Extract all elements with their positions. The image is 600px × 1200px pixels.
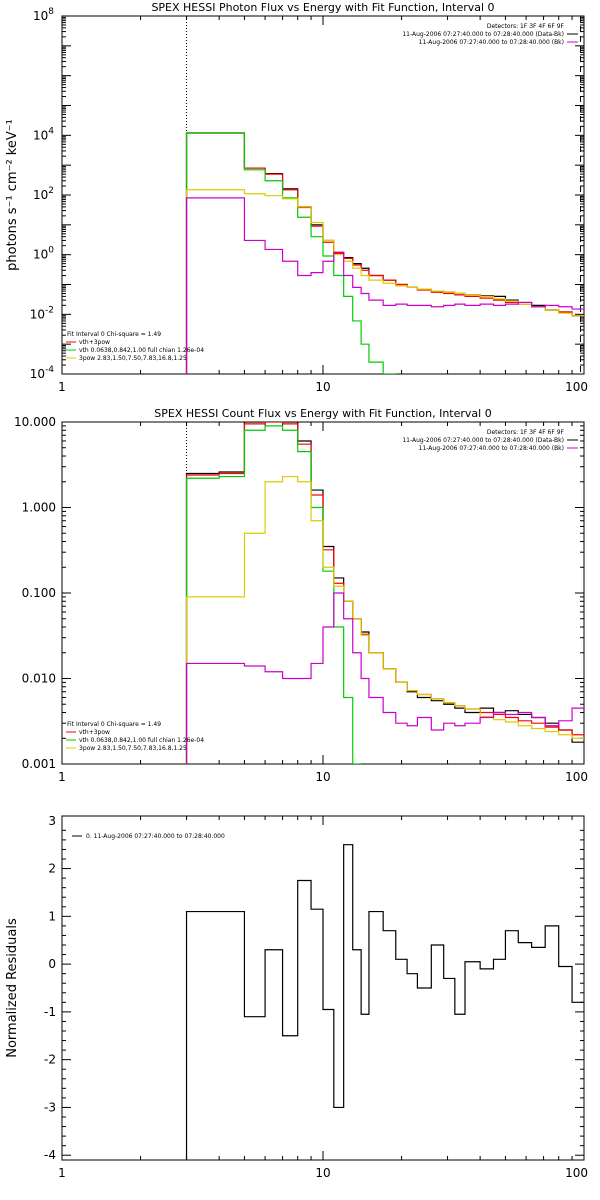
legend-bottom-entry: vth 0.0638,0.842,1.00 full chian 1.26e-0…: [79, 347, 204, 354]
legend-top-entry: 11-Aug-2006 07:27:40.000 to 07:28:40.000…: [402, 31, 564, 38]
series-group: [185, 132, 584, 374]
y-tick-exponent: 2: [48, 186, 54, 196]
y-tick-label: 0.010: [22, 672, 56, 686]
y-tick-exponent: 4: [48, 126, 54, 136]
legend-top-entry: 11-Aug-2006 07:27:40.000 to 07:28:40.000…: [419, 445, 564, 452]
series-line-0: [185, 844, 584, 1160]
x-tick-label: 100: [565, 1166, 588, 1180]
series-line-1: [185, 422, 584, 764]
x-tick-label: 10: [315, 1166, 330, 1180]
y-tick-exponent: -4: [45, 365, 54, 375]
x-tick-label: 100: [565, 380, 588, 394]
y-tick-label: 100: [33, 246, 54, 262]
y-tick-label: 0: [48, 957, 56, 971]
legend-bottom-entry: vth+3pow: [79, 729, 110, 736]
y-tick-label: 102: [33, 186, 54, 202]
x-tick-label: 1: [58, 1166, 66, 1180]
legend-bottom-entry: vth 0.0638,0.842,1.00 full chian 1.26e-0…: [79, 737, 204, 744]
y-tick-label: -1: [44, 1005, 56, 1019]
y-tick-label: 104: [33, 126, 54, 142]
series-line-0: [185, 422, 584, 764]
series-line-2: [185, 425, 362, 764]
y-axis: 0.001 0.010 0.100 1.000 10.000: [14, 415, 584, 771]
y-tick-base: 10: [33, 128, 48, 142]
x-axis: 1 10 100: [58, 422, 588, 784]
y-tick-label: 0.100: [22, 586, 56, 600]
series-line-3: [185, 189, 584, 374]
y-axis: 3 2 1 0 -1 -2 -3 -4: [44, 814, 584, 1162]
y-tick-base: 10: [33, 248, 48, 262]
y-tick-label: 2: [48, 862, 56, 876]
legend-bottom-entry: Fit Interval 0 Chi-square = 1.49: [67, 721, 161, 728]
chart-title: SPEX HESSI Photon Flux vs Energy with Fi…: [151, 1, 494, 14]
series-line-4: [185, 592, 584, 764]
y-axis-label: photons s⁻¹ cm⁻² keV⁻¹: [5, 119, 20, 271]
y-tick-exponent: 0: [48, 246, 54, 256]
series-line-2: [185, 132, 396, 374]
y-tick-label: 10.000: [14, 415, 56, 429]
y-tick-label: 1: [48, 909, 56, 923]
x-tick-label: 10: [315, 770, 330, 784]
legend-bottom-entry: Fit Interval 0 Chi-square = 1.49: [67, 331, 161, 338]
y-tick-label: 3: [48, 814, 56, 828]
series-line-1: [185, 132, 584, 374]
legend-entry: 0. 11-Aug-2006 07:27:40.000 to 07:28:40.…: [86, 833, 225, 840]
legend-top-entry: 11-Aug-2006 07:27:40.000 to 07:28:40.000…: [419, 39, 564, 46]
y-tick-exponent: -2: [45, 305, 54, 315]
series-line-4: [185, 197, 584, 374]
x-axis: 1 10 100: [58, 16, 588, 394]
y-tick-label: -4: [44, 1148, 56, 1162]
series-group: [185, 422, 584, 764]
x-tick-label: 1: [58, 770, 66, 784]
x-tick-label: 100: [565, 770, 588, 784]
y-tick-base: 10: [30, 307, 45, 321]
legend-top-entry: Detectors: 1F 3F 4F 6F 9F: [487, 429, 565, 436]
plot-frame: [61, 15, 585, 375]
legend-bottom-entry: 3pow 2.83,1.50,7.50,7.83,16.8,1.25: [79, 355, 187, 362]
y-tick-exponent: 8: [48, 7, 54, 17]
y-tick-label: 0.001: [22, 757, 56, 771]
series-group: [185, 844, 584, 1160]
y-tick-label: 10-4: [30, 365, 55, 381]
y-tick-label: 108: [33, 7, 54, 23]
legend-bottom-entry: vth+3pow: [79, 339, 110, 346]
y-tick-base: 10: [33, 9, 48, 23]
chart-0: SPEX HESSI Photon Flux vs Energy with Fi…: [5, 1, 588, 394]
series-line-3: [185, 475, 584, 764]
legend-bottom-entry: 3pow 2.83,1.50,7.50,7.83,16.8,1.25: [79, 745, 187, 752]
legend-top-entry: 11-Aug-2006 07:27:40.000 to 07:28:40.000…: [402, 437, 564, 444]
x-tick-label: 1: [58, 380, 66, 394]
chart-title: SPEX HESSI Count Flux vs Energy with Fit…: [154, 407, 491, 420]
series-line-0: [185, 132, 584, 374]
y-tick-label: -2: [44, 1053, 56, 1067]
y-tick-label: 1.000: [22, 501, 56, 515]
legend-top-entry: Detectors: 1F 3F 4F 6F 9F: [487, 23, 565, 30]
y-tick-label: -3: [44, 1100, 56, 1114]
chart-1: SPEX HESSI Count Flux vs Energy with Fit…: [14, 407, 588, 784]
y-tick-base: 10: [33, 188, 48, 202]
y-tick-base: 10: [30, 367, 45, 381]
y-axis-label: Normalized Residuals: [5, 918, 20, 1058]
x-tick-label: 10: [315, 380, 330, 394]
y-tick-label: 10-2: [30, 305, 54, 321]
